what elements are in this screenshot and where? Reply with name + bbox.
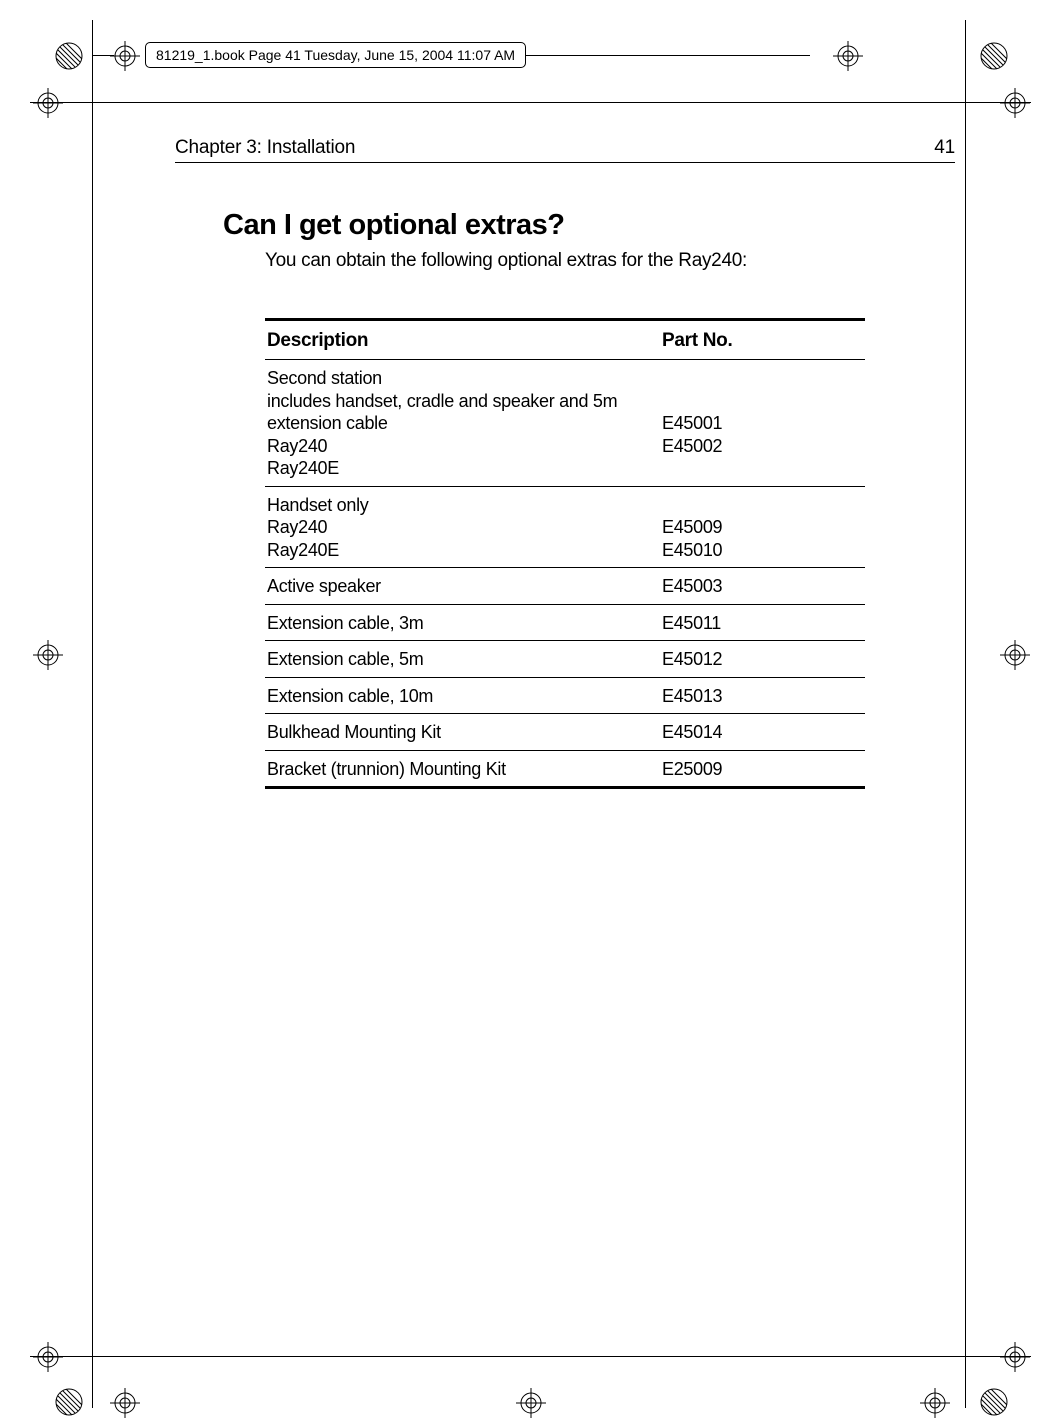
table-row: Bracket (trunnion) Mounting Kit E25009 [265,750,865,788]
registration-mark-icon [1000,1342,1030,1372]
hatch-mark-icon [980,42,1008,70]
col-part-no: Part No. [660,320,865,360]
hatch-mark-icon [980,1388,1008,1416]
table-body: Second stationincludes handset, cradle a… [265,360,865,788]
table-row: Extension cable, 5m E45012 [265,641,865,678]
chapter-label: Chapter 3: Installation [175,137,355,159]
crop-line-right [965,20,966,1408]
registration-mark-icon [1000,88,1030,118]
cell-part-no: E45001E45002 [660,360,865,487]
registration-mark-icon [516,1388,546,1418]
table-row: Extension cable, 10m E45013 [265,677,865,714]
cell-part-no: E45009E45010 [660,486,865,568]
registration-mark-icon [833,41,863,71]
cell-part-no: E25009 [660,750,865,788]
table-header-row: Description Part No. [265,320,865,360]
intro-text: You can obtain the following optional ex… [265,250,955,272]
table-row: Second stationincludes handset, cradle a… [265,360,865,487]
registration-mark-icon [33,640,63,670]
cell-description: Extension cable, 5m [265,641,660,678]
registration-mark-icon [110,1388,140,1418]
registration-mark-icon [110,41,140,71]
hatch-mark-icon [55,1388,83,1416]
crop-line-top [30,102,1031,103]
registration-mark-icon [1000,640,1030,670]
col-description: Description [265,320,660,360]
cell-description: Extension cable, 3m [265,604,660,641]
registration-mark-icon [33,88,63,118]
cell-description: Active speaker [265,568,660,605]
crop-line-left [92,20,93,1408]
page-number: 41 [934,137,955,159]
cell-part-no: E45013 [660,677,865,714]
cell-description: Extension cable, 10m [265,677,660,714]
extras-table: Description Part No. Second stationinclu… [265,318,865,789]
cell-part-no: E45003 [660,568,865,605]
table-row: Handset onlyRay240Ray240E E45009E45010 [265,486,865,568]
cell-description: Second stationincludes handset, cradle a… [265,360,660,487]
cell-description: Handset onlyRay240Ray240E [265,486,660,568]
table-row: Bulkhead Mounting Kit E45014 [265,714,865,751]
cell-part-no: E45012 [660,641,865,678]
crop-line-bottom [30,1356,1031,1357]
table-row: Extension cable, 3m E45011 [265,604,865,641]
section-heading: Can I get optional extras? [223,209,955,242]
cell-part-no: E45014 [660,714,865,751]
table-row: Active speaker E45003 [265,568,865,605]
cell-description: Bulkhead Mounting Kit [265,714,660,751]
registration-mark-icon [33,1342,63,1372]
print-header-box: 81219_1.book Page 41 Tuesday, June 15, 2… [145,42,526,68]
header-rule-right [500,55,810,56]
cell-description: Bracket (trunnion) Mounting Kit [265,750,660,788]
hatch-mark-icon [55,42,83,70]
cell-part-no: E45011 [660,604,865,641]
page-content: Chapter 3: Installation 41 Can I get opt… [175,137,955,789]
print-header-text: 81219_1.book Page 41 Tuesday, June 15, 2… [156,47,515,63]
registration-mark-icon [920,1388,950,1418]
chapter-rule [175,162,955,163]
chapter-header: Chapter 3: Installation 41 [175,137,955,159]
